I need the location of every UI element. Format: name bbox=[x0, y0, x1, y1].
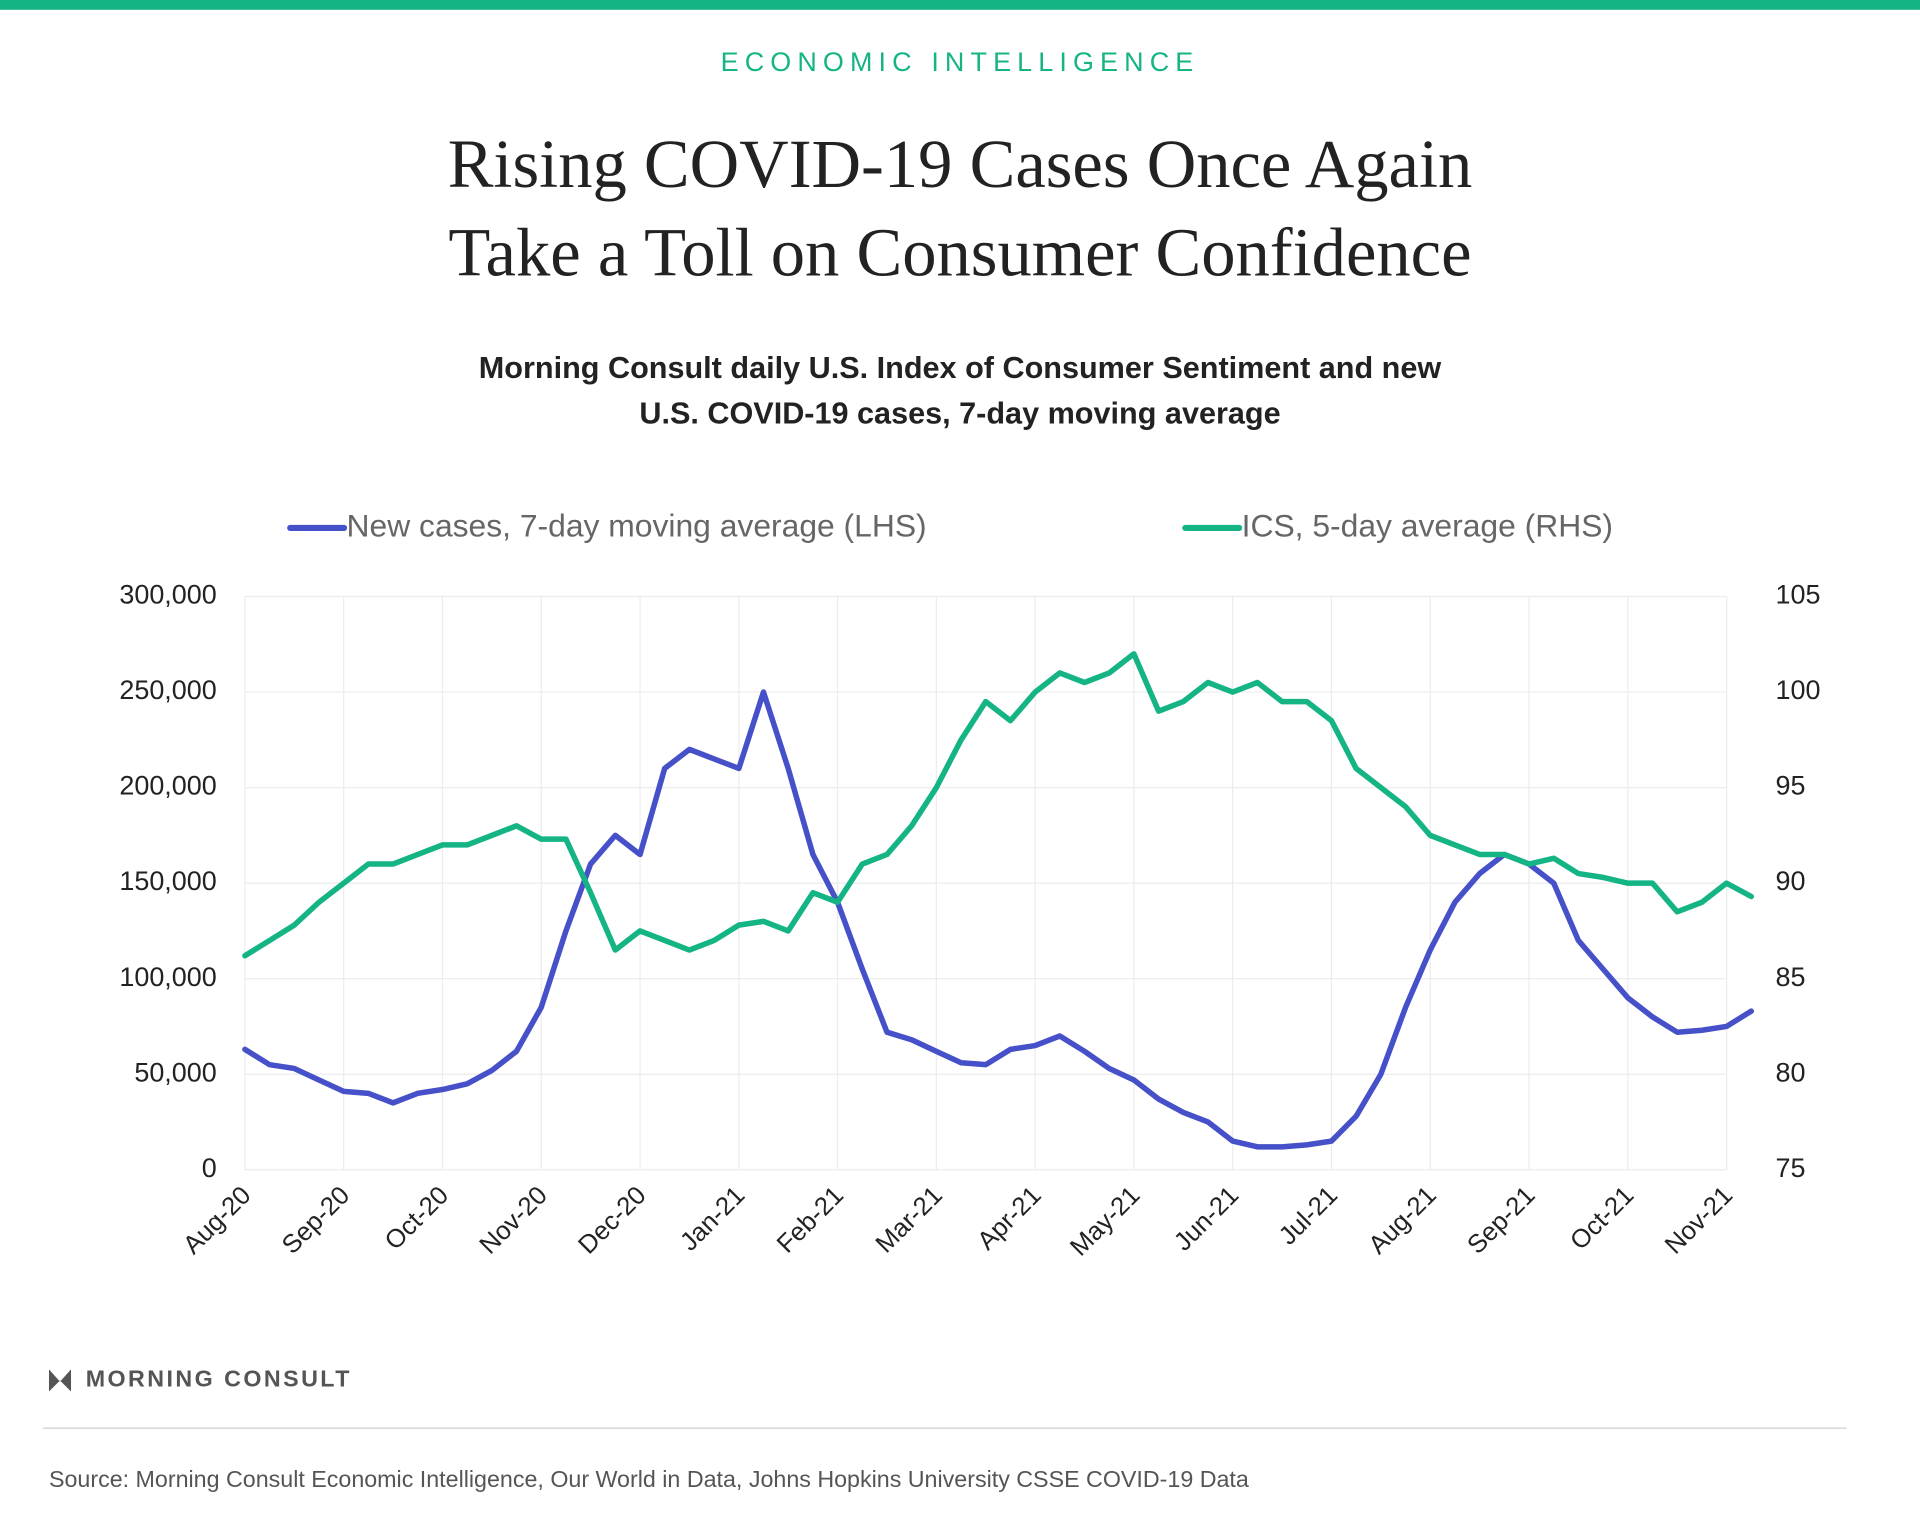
x-tick-label: Mar-21 bbox=[871, 1181, 948, 1258]
x-tick-label: Oct-21 bbox=[1565, 1181, 1639, 1255]
y-tick-label: 250,000 bbox=[119, 675, 216, 705]
x-tick-label: Sep-20 bbox=[277, 1181, 355, 1259]
y-tick-label: 300,000 bbox=[119, 580, 216, 610]
kicker: ECONOMIC INTELLIGENCE bbox=[721, 47, 1200, 77]
source: Source: Morning Consult Economic Intelli… bbox=[49, 1466, 1249, 1492]
x-tick-label: May-21 bbox=[1065, 1181, 1145, 1261]
logo-icon bbox=[48, 1369, 72, 1392]
y2-tick-label: 105 bbox=[1776, 580, 1821, 610]
y-tick-label: 0 bbox=[202, 1153, 217, 1183]
y-tick-label: 100,000 bbox=[119, 962, 216, 992]
legend-label: New cases, 7-day moving average (LHS) bbox=[347, 507, 927, 543]
x-tick-label: Oct-20 bbox=[380, 1181, 454, 1255]
chart-title: Take a Toll on Consumer Confidence bbox=[448, 214, 1471, 290]
x-tick-label: Jan-21 bbox=[675, 1181, 750, 1256]
x-tick-label: Nov-21 bbox=[1660, 1181, 1738, 1259]
x-tick-label: Nov-20 bbox=[474, 1181, 552, 1259]
y-tick-label: 200,000 bbox=[119, 771, 216, 801]
y2-tick-label: 100 bbox=[1776, 675, 1821, 705]
y2-tick-label: 90 bbox=[1776, 866, 1806, 896]
x-tick-label: Aug-20 bbox=[178, 1181, 256, 1259]
x-tick-label: Jul-21 bbox=[1274, 1181, 1343, 1250]
y-tick-label: 150,000 bbox=[119, 866, 216, 896]
series-line bbox=[242, 651, 1755, 959]
y2-tick-label: 85 bbox=[1776, 962, 1806, 992]
chart-title: Rising COVID-19 Cases Once Again bbox=[448, 126, 1473, 202]
subtitle: Morning Consult daily U.S. Index of Cons… bbox=[479, 351, 1442, 385]
x-tick-label: Sep-21 bbox=[1462, 1181, 1540, 1259]
series-line bbox=[242, 689, 1755, 1150]
logo-text: MORNING CONSULT bbox=[86, 1366, 352, 1392]
x-tick-label: Dec-20 bbox=[573, 1181, 651, 1259]
y2-tick-label: 75 bbox=[1776, 1153, 1806, 1183]
subtitle: U.S. COVID-19 cases, 7-day moving averag… bbox=[639, 396, 1280, 430]
x-tick-label: Feb-21 bbox=[772, 1181, 849, 1258]
legend-label: ICS, 5-day average (RHS) bbox=[1242, 507, 1613, 543]
y2-tick-label: 95 bbox=[1776, 771, 1806, 801]
y-tick-label: 50,000 bbox=[134, 1057, 216, 1087]
y2-tick-label: 80 bbox=[1776, 1057, 1806, 1087]
top-bar bbox=[0, 0, 1920, 10]
x-tick-label: Jun-21 bbox=[1169, 1181, 1244, 1256]
logo: MORNING CONSULT bbox=[48, 1366, 352, 1392]
x-tick-label: Apr-21 bbox=[972, 1181, 1046, 1255]
x-tick-label: Aug-21 bbox=[1363, 1181, 1441, 1259]
